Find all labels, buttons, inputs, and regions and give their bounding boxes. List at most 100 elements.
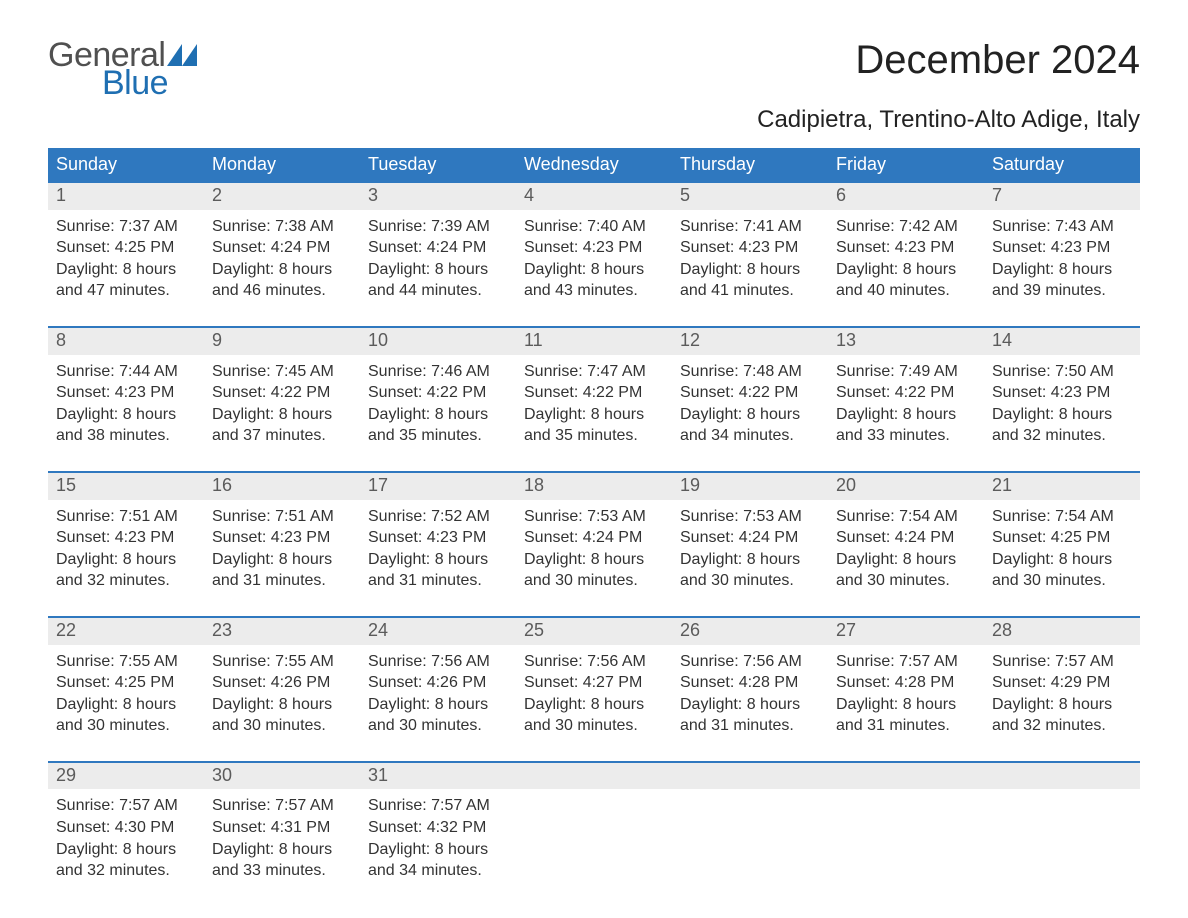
day-daylight2: and 34 minutes. bbox=[680, 425, 820, 447]
day-sunrise: Sunrise: 7:48 AM bbox=[680, 361, 820, 383]
day-info: Sunrise: 7:54 AMSunset: 4:25 PMDaylight:… bbox=[984, 500, 1140, 602]
day-sunset: Sunset: 4:23 PM bbox=[56, 382, 196, 404]
calendar-cell: 4Sunrise: 7:40 AMSunset: 4:23 PMDaylight… bbox=[516, 183, 672, 312]
day-header: Monday bbox=[204, 148, 360, 181]
day-daylight1: Daylight: 8 hours bbox=[212, 404, 352, 426]
calendar-cell: 5Sunrise: 7:41 AMSunset: 4:23 PMDaylight… bbox=[672, 183, 828, 312]
day-sunrise: Sunrise: 7:54 AM bbox=[992, 506, 1132, 528]
day-number: 25 bbox=[516, 618, 672, 645]
day-info: Sunrise: 7:45 AMSunset: 4:22 PMDaylight:… bbox=[204, 355, 360, 457]
day-number: 29 bbox=[48, 763, 204, 790]
day-daylight2: and 35 minutes. bbox=[368, 425, 508, 447]
day-number: 23 bbox=[204, 618, 360, 645]
calendar: Sunday Monday Tuesday Wednesday Thursday… bbox=[48, 148, 1140, 892]
day-sunrise: Sunrise: 7:43 AM bbox=[992, 216, 1132, 238]
day-number: 9 bbox=[204, 328, 360, 355]
day-number: 12 bbox=[672, 328, 828, 355]
day-sunrise: Sunrise: 7:55 AM bbox=[56, 651, 196, 673]
week-row: 15Sunrise: 7:51 AMSunset: 4:23 PMDayligh… bbox=[48, 471, 1140, 602]
calendar-cell: 9Sunrise: 7:45 AMSunset: 4:22 PMDaylight… bbox=[204, 328, 360, 457]
day-number: 2 bbox=[204, 183, 360, 210]
calendar-cell: 10Sunrise: 7:46 AMSunset: 4:22 PMDayligh… bbox=[360, 328, 516, 457]
day-sunrise: Sunrise: 7:41 AM bbox=[680, 216, 820, 238]
day-daylight1: Daylight: 8 hours bbox=[680, 694, 820, 716]
day-sunset: Sunset: 4:24 PM bbox=[368, 237, 508, 259]
day-daylight1: Daylight: 8 hours bbox=[56, 694, 196, 716]
day-sunrise: Sunrise: 7:47 AM bbox=[524, 361, 664, 383]
day-sunset: Sunset: 4:25 PM bbox=[56, 237, 196, 259]
day-daylight2: and 32 minutes. bbox=[992, 425, 1132, 447]
day-number: 7 bbox=[984, 183, 1140, 210]
day-sunrise: Sunrise: 7:57 AM bbox=[368, 795, 508, 817]
calendar-cell: 27Sunrise: 7:57 AMSunset: 4:28 PMDayligh… bbox=[828, 618, 984, 747]
day-sunset: Sunset: 4:23 PM bbox=[992, 382, 1132, 404]
calendar-cell: 12Sunrise: 7:48 AMSunset: 4:22 PMDayligh… bbox=[672, 328, 828, 457]
calendar-cell: 20Sunrise: 7:54 AMSunset: 4:24 PMDayligh… bbox=[828, 473, 984, 602]
weeks-container: 1Sunrise: 7:37 AMSunset: 4:25 PMDaylight… bbox=[48, 181, 1140, 892]
day-daylight2: and 47 minutes. bbox=[56, 280, 196, 302]
day-info: Sunrise: 7:57 AMSunset: 4:32 PMDaylight:… bbox=[360, 789, 516, 891]
week-row: 29Sunrise: 7:57 AMSunset: 4:30 PMDayligh… bbox=[48, 761, 1140, 892]
day-sunrise: Sunrise: 7:51 AM bbox=[56, 506, 196, 528]
day-daylight1: Daylight: 8 hours bbox=[992, 549, 1132, 571]
day-sunset: Sunset: 4:23 PM bbox=[368, 527, 508, 549]
day-info: Sunrise: 7:40 AMSunset: 4:23 PMDaylight:… bbox=[516, 210, 672, 312]
day-info: Sunrise: 7:57 AMSunset: 4:29 PMDaylight:… bbox=[984, 645, 1140, 747]
day-daylight2: and 46 minutes. bbox=[212, 280, 352, 302]
day-info: Sunrise: 7:48 AMSunset: 4:22 PMDaylight:… bbox=[672, 355, 828, 457]
week-row: 22Sunrise: 7:55 AMSunset: 4:25 PMDayligh… bbox=[48, 616, 1140, 747]
day-daylight1: Daylight: 8 hours bbox=[836, 549, 976, 571]
day-info: Sunrise: 7:44 AMSunset: 4:23 PMDaylight:… bbox=[48, 355, 204, 457]
day-number: 22 bbox=[48, 618, 204, 645]
day-number: 13 bbox=[828, 328, 984, 355]
day-daylight2: and 30 minutes. bbox=[212, 715, 352, 737]
day-info: Sunrise: 7:46 AMSunset: 4:22 PMDaylight:… bbox=[360, 355, 516, 457]
calendar-cell bbox=[672, 763, 828, 892]
day-daylight1: Daylight: 8 hours bbox=[368, 549, 508, 571]
day-sunset: Sunset: 4:23 PM bbox=[56, 527, 196, 549]
day-daylight1: Daylight: 8 hours bbox=[524, 694, 664, 716]
calendar-cell: 25Sunrise: 7:56 AMSunset: 4:27 PMDayligh… bbox=[516, 618, 672, 747]
day-sunrise: Sunrise: 7:49 AM bbox=[836, 361, 976, 383]
day-number: 21 bbox=[984, 473, 1140, 500]
calendar-cell: 11Sunrise: 7:47 AMSunset: 4:22 PMDayligh… bbox=[516, 328, 672, 457]
day-daylight2: and 32 minutes. bbox=[992, 715, 1132, 737]
day-info: Sunrise: 7:54 AMSunset: 4:24 PMDaylight:… bbox=[828, 500, 984, 602]
day-number: 28 bbox=[984, 618, 1140, 645]
day-sunrise: Sunrise: 7:56 AM bbox=[680, 651, 820, 673]
day-header: Tuesday bbox=[360, 148, 516, 181]
day-number bbox=[516, 763, 672, 789]
day-info: Sunrise: 7:51 AMSunset: 4:23 PMDaylight:… bbox=[48, 500, 204, 602]
day-daylight1: Daylight: 8 hours bbox=[56, 259, 196, 281]
day-daylight1: Daylight: 8 hours bbox=[992, 404, 1132, 426]
day-number: 20 bbox=[828, 473, 984, 500]
day-sunset: Sunset: 4:24 PM bbox=[212, 237, 352, 259]
day-sunrise: Sunrise: 7:54 AM bbox=[836, 506, 976, 528]
day-daylight1: Daylight: 8 hours bbox=[56, 839, 196, 861]
calendar-cell: 3Sunrise: 7:39 AMSunset: 4:24 PMDaylight… bbox=[360, 183, 516, 312]
day-daylight2: and 30 minutes. bbox=[56, 715, 196, 737]
day-info: Sunrise: 7:55 AMSunset: 4:26 PMDaylight:… bbox=[204, 645, 360, 747]
day-info: Sunrise: 7:56 AMSunset: 4:27 PMDaylight:… bbox=[516, 645, 672, 747]
day-daylight1: Daylight: 8 hours bbox=[992, 694, 1132, 716]
day-sunset: Sunset: 4:23 PM bbox=[524, 237, 664, 259]
location-subtitle: Cadipietra, Trentino-Alto Adige, Italy bbox=[48, 106, 1140, 134]
day-sunset: Sunset: 4:26 PM bbox=[212, 672, 352, 694]
day-number: 3 bbox=[360, 183, 516, 210]
day-info: Sunrise: 7:56 AMSunset: 4:26 PMDaylight:… bbox=[360, 645, 516, 747]
day-info: Sunrise: 7:43 AMSunset: 4:23 PMDaylight:… bbox=[984, 210, 1140, 312]
calendar-cell bbox=[516, 763, 672, 892]
day-sunset: Sunset: 4:24 PM bbox=[680, 527, 820, 549]
day-daylight1: Daylight: 8 hours bbox=[368, 694, 508, 716]
day-info: Sunrise: 7:57 AMSunset: 4:31 PMDaylight:… bbox=[204, 789, 360, 891]
day-info: Sunrise: 7:42 AMSunset: 4:23 PMDaylight:… bbox=[828, 210, 984, 312]
day-daylight2: and 37 minutes. bbox=[212, 425, 352, 447]
day-sunrise: Sunrise: 7:57 AM bbox=[212, 795, 352, 817]
day-daylight1: Daylight: 8 hours bbox=[992, 259, 1132, 281]
day-sunrise: Sunrise: 7:57 AM bbox=[992, 651, 1132, 673]
calendar-cell: 23Sunrise: 7:55 AMSunset: 4:26 PMDayligh… bbox=[204, 618, 360, 747]
day-info: Sunrise: 7:56 AMSunset: 4:28 PMDaylight:… bbox=[672, 645, 828, 747]
calendar-cell: 14Sunrise: 7:50 AMSunset: 4:23 PMDayligh… bbox=[984, 328, 1140, 457]
calendar-cell bbox=[828, 763, 984, 892]
day-sunset: Sunset: 4:23 PM bbox=[992, 237, 1132, 259]
